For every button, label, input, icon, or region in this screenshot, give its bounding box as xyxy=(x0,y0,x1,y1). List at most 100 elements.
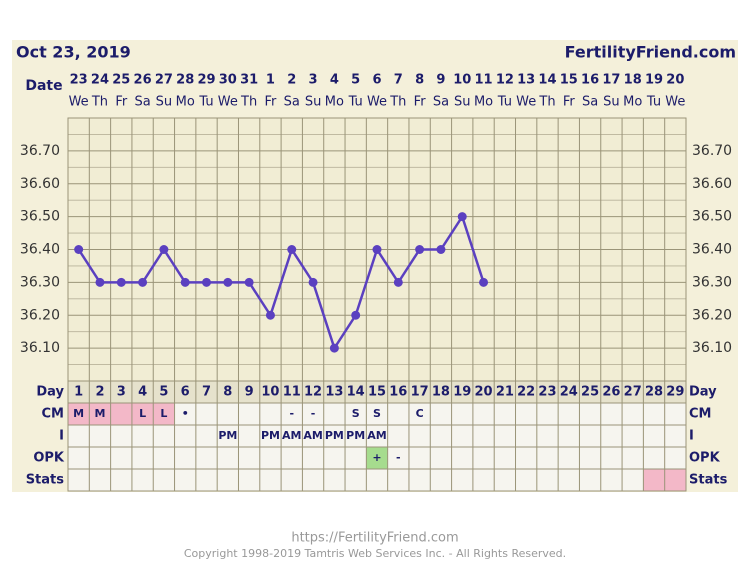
date-number: 19 xyxy=(645,73,663,88)
cell-text: PM xyxy=(346,429,365,442)
day-number: 2 xyxy=(95,385,104,400)
highlight-cell xyxy=(110,403,132,425)
date-number: 6 xyxy=(372,73,381,88)
y-tick-label: 36.10 xyxy=(20,340,60,356)
day-number: 25 xyxy=(581,385,599,400)
day-number: 26 xyxy=(602,385,620,400)
date-number: 23 xyxy=(70,73,88,88)
weekday: Su xyxy=(603,95,620,110)
date-label: Date xyxy=(25,78,62,94)
cell-text: PM xyxy=(218,429,237,442)
temp-point xyxy=(329,343,339,353)
cell-text: AM xyxy=(282,429,301,442)
y-tick-label-right: 36.40 xyxy=(692,242,732,258)
date-number: 8 xyxy=(415,73,424,88)
weekday: Tu xyxy=(646,95,661,110)
highlight-cell xyxy=(366,447,388,469)
date-number: 1 xyxy=(266,73,275,88)
day-number: 9 xyxy=(245,385,254,400)
row-label-right: CM xyxy=(689,407,711,422)
date-number: 25 xyxy=(112,73,130,88)
day-number: 12 xyxy=(304,385,322,400)
day-number: 10 xyxy=(261,385,279,400)
y-tick-label: 36.50 xyxy=(20,209,60,225)
weekday: Mo xyxy=(176,95,195,110)
cell-text: S xyxy=(373,407,381,420)
cell-text: L xyxy=(139,407,146,420)
day-number: 22 xyxy=(517,385,535,400)
highlight-cell xyxy=(131,403,154,425)
day-number: 15 xyxy=(368,385,386,400)
cell-text: C xyxy=(416,407,424,420)
cell-text: + xyxy=(372,451,381,464)
day-number: 3 xyxy=(117,385,126,400)
date-number: 2 xyxy=(287,73,296,88)
day-number: 27 xyxy=(624,385,642,400)
cell-text: - xyxy=(396,451,401,464)
temp-point xyxy=(202,277,212,287)
temp-point xyxy=(223,277,233,287)
date-number: 16 xyxy=(581,73,599,88)
temp-point xyxy=(372,245,382,254)
cell-text: M xyxy=(73,407,84,420)
day-number: 29 xyxy=(666,385,684,400)
weekday: Tu xyxy=(198,95,213,110)
day-number: 14 xyxy=(347,385,365,400)
highlight-cell xyxy=(643,469,665,491)
table-row xyxy=(67,468,687,492)
weekday: Th xyxy=(538,95,555,110)
temp-point xyxy=(308,277,318,287)
weekday: We xyxy=(69,95,89,110)
day-number: 18 xyxy=(432,385,450,400)
weekday: We xyxy=(218,95,238,110)
day-number: 1 xyxy=(74,385,83,400)
cell-text: - xyxy=(311,407,316,420)
weekday: Sa xyxy=(582,95,598,110)
y-tick-label: 36.60 xyxy=(20,176,60,192)
weekday: Mo xyxy=(474,95,493,110)
cell-text: - xyxy=(289,407,294,420)
date-number: 18 xyxy=(624,73,642,88)
date-number: 10 xyxy=(453,73,471,88)
chart-date: Oct 23, 2019 xyxy=(16,43,131,62)
y-tick-label: 36.30 xyxy=(20,274,60,290)
day-number: 8 xyxy=(223,385,232,400)
temp-point xyxy=(159,245,169,254)
day-number: 23 xyxy=(538,385,556,400)
temp-point xyxy=(116,277,126,287)
weekday: Tu xyxy=(348,95,363,110)
date-number: 29 xyxy=(197,73,215,88)
row-label: Day xyxy=(36,385,64,400)
temp-point xyxy=(287,245,297,254)
cell-text: PM xyxy=(325,429,344,442)
date-number: 30 xyxy=(219,73,237,88)
temp-point xyxy=(74,245,84,254)
date-number: 7 xyxy=(394,73,403,88)
temp-point xyxy=(95,277,105,287)
weekday: We xyxy=(665,95,685,110)
date-number: 13 xyxy=(517,73,535,88)
row-label-right: Stats xyxy=(689,473,728,488)
y-tick-label: 36.20 xyxy=(20,307,60,323)
weekday: Su xyxy=(305,95,322,110)
footer-copyright: Copyright 1998-2019 Tamtris Web Services… xyxy=(184,547,566,560)
date-number: 24 xyxy=(91,73,109,88)
date-number: 3 xyxy=(309,73,318,88)
day-number: 17 xyxy=(411,385,429,400)
y-tick-label-right: 36.20 xyxy=(692,307,732,323)
cell-text: AM xyxy=(367,429,386,442)
day-number: 28 xyxy=(645,385,663,400)
row-label: Stats xyxy=(26,473,65,488)
weekday: Mo xyxy=(325,95,344,110)
day-number: 11 xyxy=(283,385,301,400)
date-number: 11 xyxy=(475,73,493,88)
weekday: Sa xyxy=(433,95,449,110)
weekday: Th xyxy=(240,95,257,110)
date-number: 5 xyxy=(351,73,360,88)
date-number: 14 xyxy=(538,73,556,88)
site-name: FertilityFriend.com xyxy=(565,43,736,62)
row-label: I xyxy=(59,429,64,444)
temp-point xyxy=(415,245,425,254)
cell-text: AM xyxy=(303,429,322,442)
